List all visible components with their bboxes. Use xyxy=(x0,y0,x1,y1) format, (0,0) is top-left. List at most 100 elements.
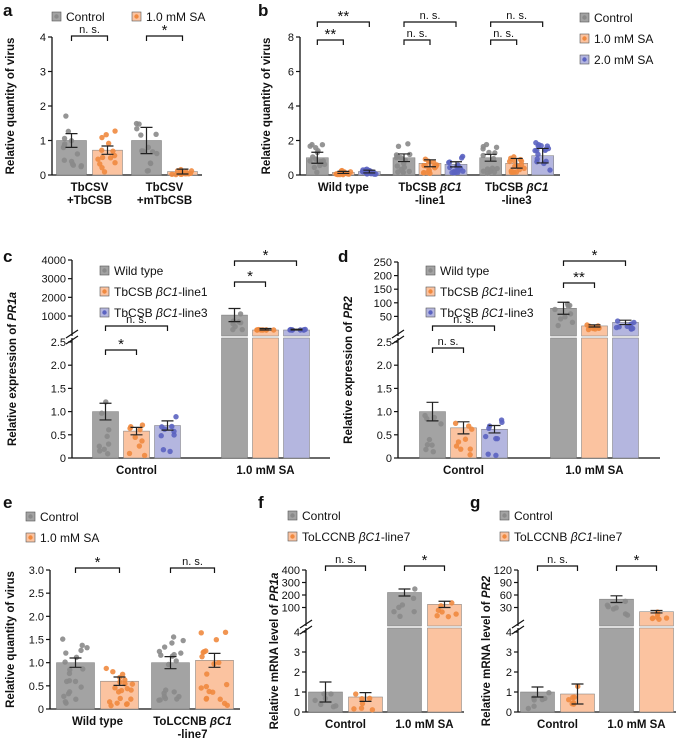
error-bar xyxy=(228,307,241,323)
data-point xyxy=(525,705,532,712)
data-point xyxy=(79,642,85,649)
panel-b-legend-label: 1.0 mM SA xyxy=(594,32,653,46)
panel-c-bracket xyxy=(104,349,138,355)
data-point xyxy=(411,608,417,615)
data-point xyxy=(96,448,103,454)
data-point xyxy=(334,171,341,178)
data-point xyxy=(484,166,491,172)
data-point xyxy=(203,648,209,654)
y-tick-label: 2.5 xyxy=(29,588,44,600)
axis-break-mark xyxy=(299,619,313,635)
data-point xyxy=(183,169,189,175)
data-point xyxy=(567,311,574,317)
panel-d-sig-label: n. s. xyxy=(453,314,474,326)
y-tick-label: 0 xyxy=(386,453,392,465)
data-point xyxy=(171,689,177,695)
data-point xyxy=(631,319,637,326)
panel-e-category-label: ToLCCNB βC1 xyxy=(153,716,231,728)
y-tick-label: 2.0 xyxy=(51,360,66,372)
panel-letter-g: g xyxy=(470,493,480,512)
panel-g-bracket xyxy=(536,565,579,571)
data-point xyxy=(129,681,136,687)
panel-f-sig-label: n. s. xyxy=(335,554,356,566)
data-point xyxy=(63,650,69,656)
bar-wild-type-lower xyxy=(221,337,248,459)
data-point xyxy=(494,165,500,172)
data-point xyxy=(139,422,146,428)
data-point xyxy=(270,327,277,333)
data-point xyxy=(449,169,455,176)
data-point xyxy=(494,435,501,442)
y-tick-label: 4 xyxy=(294,627,300,639)
panel-f-legend-label: ToLCCNB βC1-line7 xyxy=(302,530,411,544)
panel-b-bracket xyxy=(490,39,518,45)
panel-g-category-label: Control xyxy=(537,719,578,731)
y-tick-label: 1000 xyxy=(42,311,66,323)
data-point xyxy=(434,613,440,619)
data-point xyxy=(310,154,316,160)
error-bar xyxy=(398,588,411,597)
data-point xyxy=(223,681,230,688)
y-tick-label: 200 xyxy=(374,271,392,283)
data-point xyxy=(173,171,179,178)
panel-letter-b: b xyxy=(258,1,268,20)
y-tick-label: 0.5 xyxy=(377,430,392,442)
data-point xyxy=(391,609,397,615)
error-bar xyxy=(69,657,82,668)
panel-d-legend-dot xyxy=(428,310,433,315)
panel-d-legend-dot xyxy=(428,289,433,294)
panel-a-sig-label: n. s. xyxy=(79,24,100,36)
panel-b-bracket xyxy=(490,21,544,27)
data-point xyxy=(499,419,505,426)
bar-tbcsb-βc1-line3-lower xyxy=(612,337,639,459)
data-point xyxy=(112,685,118,691)
y-tick-label: 2.5 xyxy=(51,337,66,349)
panel-e-category-label: -line7 xyxy=(177,729,207,741)
y-tick-label: 0 xyxy=(288,170,294,182)
y-tick-label: 1.5 xyxy=(51,383,66,395)
y-tick-label: 120 xyxy=(494,565,512,577)
panel-c-legend-dot xyxy=(102,289,107,294)
data-point xyxy=(412,586,418,592)
panel-b-category-label: -line1 xyxy=(415,195,446,207)
data-point xyxy=(61,693,67,699)
data-point xyxy=(78,163,84,170)
data-point xyxy=(65,128,72,135)
error-bar xyxy=(426,401,439,422)
data-point xyxy=(467,446,473,452)
panel-e-sig-label: * xyxy=(95,554,101,571)
data-point xyxy=(99,147,105,153)
data-point xyxy=(439,609,445,615)
data-point xyxy=(458,446,464,452)
data-point xyxy=(154,150,160,157)
data-point xyxy=(178,650,184,656)
data-point xyxy=(169,640,175,646)
data-point xyxy=(397,613,403,620)
panel-f-category-label: 1.0 mM SA xyxy=(395,719,453,731)
data-point xyxy=(406,168,412,175)
panel-c-category-label: 1.0 mM SA xyxy=(236,465,294,477)
data-point xyxy=(161,426,168,432)
data-point xyxy=(534,147,540,154)
panel-c-bracket xyxy=(233,260,298,266)
bar-wild-type-lower xyxy=(550,337,577,459)
data-point xyxy=(480,152,486,159)
data-point xyxy=(453,611,459,617)
error-bar xyxy=(259,327,272,331)
data-point xyxy=(490,155,497,162)
data-point xyxy=(206,688,212,695)
panel-a-sig-label: * xyxy=(162,22,168,39)
y-tick-label: 250 xyxy=(374,257,392,269)
error-bar xyxy=(130,426,143,436)
bar-control-upper xyxy=(387,592,422,627)
error-bar xyxy=(424,159,436,168)
data-point xyxy=(328,691,334,697)
data-point xyxy=(84,644,90,651)
data-point xyxy=(170,634,177,640)
panel-b-legend-label: Control xyxy=(594,11,633,25)
data-point xyxy=(531,703,537,709)
data-point xyxy=(366,695,373,702)
data-point xyxy=(104,451,111,457)
panel-c-ylabel: Relative expression of PR1a xyxy=(7,291,19,446)
